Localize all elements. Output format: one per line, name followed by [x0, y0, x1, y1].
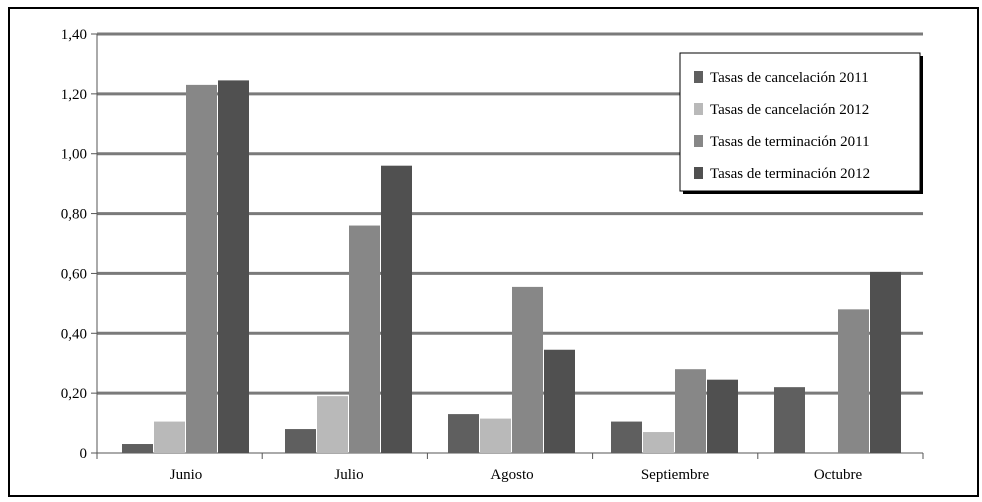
x-tick-label: Agosto: [490, 467, 533, 483]
bar-julio-series-2: [317, 396, 348, 453]
legend: Tasas de cancelación 2011 Tasas de cancel…: [679, 52, 923, 194]
y-tick-label: 1,00: [61, 147, 87, 163]
bar-julio-series-1: [285, 429, 316, 453]
bar-septiembre-series-4: [707, 379, 738, 453]
bar-chart: 0 0,20 0,40 0,60 0,80 1,00 1,20 1,40 Junio Julio A…: [61, 27, 924, 483]
bar-agosto-series-3: [512, 286, 543, 453]
legend-swatch: [694, 103, 703, 115]
bar-julio-series-3: [349, 225, 380, 453]
y-tick-label: 1,20: [61, 87, 87, 103]
bar-octubre-series-1: [774, 387, 805, 453]
bar-octubre-series-3: [838, 309, 869, 453]
bar-agosto-series-2: [480, 418, 511, 453]
bar-septiembre-series-2: [643, 432, 674, 453]
y-tick-label: 0: [80, 446, 88, 462]
x-tick-label: Octubre: [814, 467, 863, 483]
legend-box: [679, 52, 921, 192]
y-tick-label: 1,40: [61, 27, 87, 43]
bar-junio-series-1: [122, 444, 153, 453]
y-tick-label: 0,20: [61, 386, 87, 402]
bar-junio-series-4: [218, 80, 249, 453]
y-tick-label: 0,40: [61, 326, 87, 342]
y-tick-label: 0,60: [61, 266, 87, 282]
bar-septiembre-series-3: [675, 369, 706, 453]
x-tick-label: Julio: [334, 467, 363, 483]
bar-agosto-series-1: [448, 414, 479, 453]
y-tick-label: 0,80: [61, 207, 87, 223]
x-tick-label: Septiembre: [641, 467, 710, 483]
tick-labels: 0 0,20 0,40 0,60 0,80 1,00 1,20 1,40 Junio Julio A…: [61, 27, 863, 483]
bar-julio-series-4: [381, 165, 412, 453]
bar-junio-series-3: [186, 84, 217, 453]
legend-label: Tasas de terminación 2011: [710, 134, 870, 150]
legend-label: Tasas de terminación 2012: [710, 166, 870, 182]
legend-label: Tasas de cancelación 2011: [710, 70, 869, 86]
x-tick-label: Junio: [170, 467, 203, 483]
legend-swatch: [694, 135, 703, 147]
bar-agosto-series-4: [544, 349, 575, 453]
bars: [122, 80, 901, 453]
chart-frame: 0 0,20 0,40 0,60 0,80 1,00 1,20 1,40 Junio Julio A…: [8, 7, 979, 497]
bar-junio-series-2: [154, 421, 185, 453]
bar-septiembre-series-1: [611, 421, 642, 453]
bar-octubre-series-4: [870, 271, 901, 453]
legend-swatch: [694, 167, 703, 179]
legend-label: Tasas de cancelación 2012: [710, 102, 869, 118]
legend-swatch: [694, 71, 703, 83]
